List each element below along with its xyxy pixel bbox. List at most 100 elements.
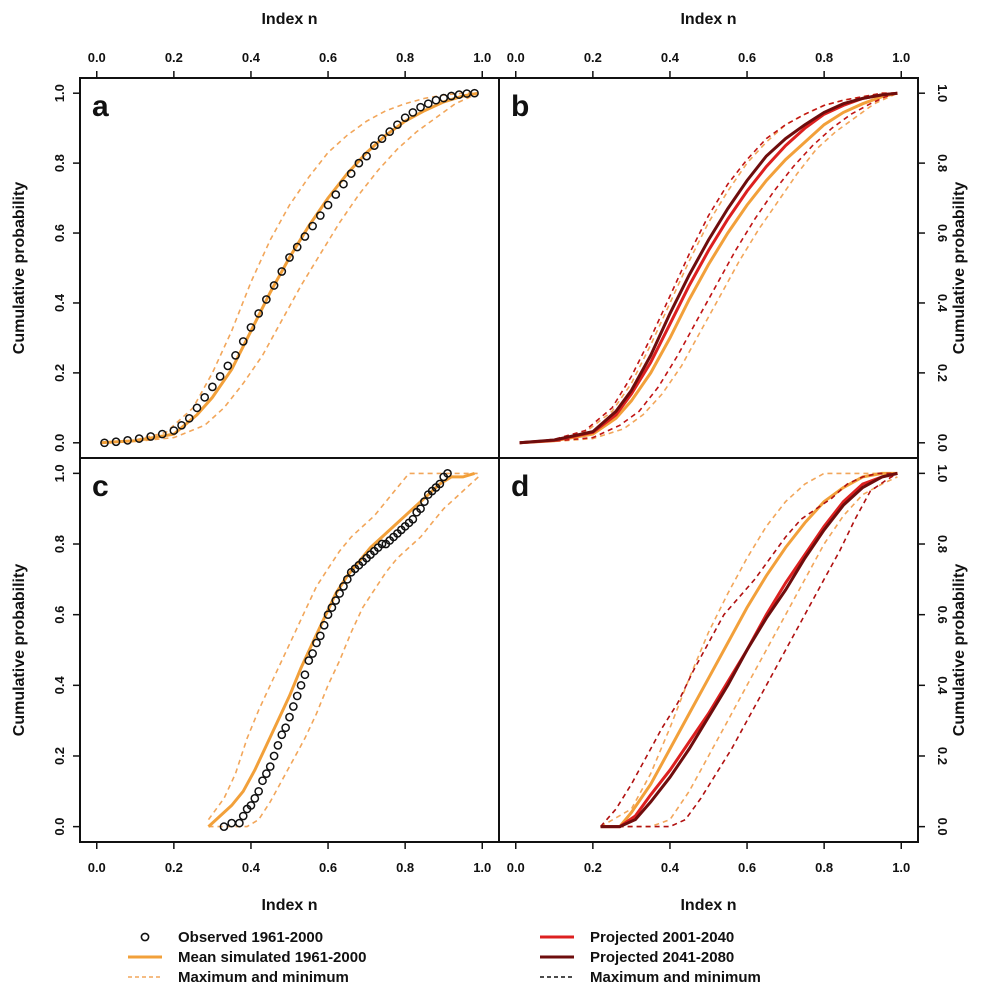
series-mean-simulated-1961-2000-line [519, 91, 898, 445]
y-tick-label: 0.2 [52, 364, 67, 382]
series-maximum-and-minimum-line [600, 472, 898, 828]
observed-point [269, 751, 279, 761]
observed-point [219, 822, 229, 831]
panel-a: a 0.0 0.2 0.4 0.6 0.8 1.0 0.0 0.2 0.4 0.6 0.8 1.0 Ind… [11, 11, 500, 459]
observed-point [331, 596, 341, 605]
series-mean-simulated-1961-2000-line [600, 471, 898, 829]
observed-point [277, 267, 287, 276]
x-tick-label: 0.8 [815, 50, 833, 65]
series-maximum-and-minimum-line [519, 92, 898, 444]
series-observed-1961-2000 [219, 469, 452, 831]
x-tick-label: 0.0 [507, 860, 525, 875]
observed-point [339, 179, 348, 189]
panel-c: c 0.0 0.2 0.4 0.6 0.8 1.0 0.0 0.2 0.4 0.6 0.8 1.0 Ind… [11, 457, 500, 914]
observed-point [346, 169, 356, 178]
observed-point [416, 504, 425, 514]
y-tick-label: 0.6 [52, 606, 67, 624]
legend-label: Maximum and minimum [178, 969, 349, 986]
observed-point [393, 120, 402, 130]
observed-point [296, 680, 306, 690]
observed-point [323, 200, 333, 210]
observed-point [315, 631, 325, 641]
x-tick-label: 0.0 [88, 860, 106, 875]
observed-point [254, 786, 264, 796]
observed-point [281, 723, 290, 733]
observed-point [377, 539, 387, 549]
observed-point [431, 95, 441, 105]
x-tick-label: 0.2 [165, 860, 183, 875]
observed-point [443, 469, 452, 478]
y-tick-label: 1.0 [935, 464, 950, 482]
y-axis-label: Cumulative probability [951, 182, 968, 355]
observed-point [246, 323, 256, 332]
x-tick-label: 0.4 [242, 860, 261, 875]
observed-point [408, 514, 418, 524]
observed-point [273, 741, 283, 750]
series-maximum-and-minimum-line [600, 476, 898, 828]
y-axis-label: Cumulative probability [11, 182, 28, 355]
observed-point [369, 141, 379, 150]
x-tick-label: 1.0 [892, 860, 910, 875]
series-projected-2041-2080-line [519, 91, 898, 445]
legend-label: Projected 2041-2080 [590, 949, 734, 966]
legend-label: Projected 2001-2040 [590, 929, 734, 946]
x-tick-label: 0.4 [242, 50, 261, 65]
observed-point [439, 93, 449, 103]
series-maximum-and-minimum-line [100, 92, 479, 444]
x-tick-label: 0.8 [396, 50, 414, 65]
x-tick-label: 0.0 [88, 50, 106, 65]
observed-point [146, 432, 156, 441]
legend: Observed 1961-2000 Mean simulated 1961-20… [128, 929, 761, 986]
series-projected-2001-2040-line [600, 471, 898, 829]
observed-point [200, 393, 210, 402]
y-tick-label: 0.6 [52, 224, 67, 242]
panel-letter: c [92, 470, 109, 503]
observed-point [235, 818, 244, 828]
y-tick-label: 0.8 [52, 535, 67, 553]
observed-point [377, 134, 387, 143]
x-tick-label: 0.4 [661, 860, 680, 875]
series-maximum-and-minimum-line [599, 472, 898, 828]
y-tick-label: 0.4 [935, 676, 950, 695]
series-mean-simulated-1961-2000-line [100, 91, 479, 445]
x-axis-label: Index n [261, 897, 317, 914]
x-tick-label: 0.8 [815, 860, 833, 875]
x-tick-label: 0.6 [738, 860, 756, 875]
legend-label: Mean simulated 1961-2000 [178, 949, 366, 966]
legend-label: Observed 1961-2000 [178, 929, 323, 946]
y-tick-label: 0.8 [935, 154, 950, 172]
y-tick-label: 0.2 [935, 364, 950, 382]
panel-letter: a [92, 90, 109, 123]
observed-point [300, 232, 310, 241]
observed-point [269, 281, 279, 290]
legend-item: Maximum and minimum [128, 969, 349, 986]
y-tick-label: 1.0 [52, 84, 67, 102]
observed-point [435, 479, 445, 489]
observed-point [323, 610, 333, 620]
legend-item: Projected 2001-2040 [540, 929, 734, 946]
series-mean-simulated-1961-2000-line [207, 471, 475, 828]
observed-point [250, 794, 260, 803]
x-axis-label: Index n [680, 11, 736, 28]
observed-point [335, 589, 344, 598]
x-tick-label: 0.8 [396, 860, 414, 875]
panel-d: d 0.0 0.2 0.4 0.6 0.8 1.0 0.0 0.2 0.4 0.6 0.8 1.0 Ind… [498, 457, 968, 914]
legend-right: Projected 2001-2040 Projected 2041-2080 Ma… [540, 929, 761, 986]
observed-point [227, 818, 237, 828]
x-tick-label: 0.4 [661, 50, 680, 65]
y-tick-label: 0.8 [52, 154, 67, 172]
y-axis-label: Cumulative probability [951, 564, 968, 737]
observed-point [362, 151, 371, 161]
x-tick-label: 0.6 [738, 50, 756, 65]
observed-point [246, 801, 256, 810]
observed-point [300, 670, 310, 680]
panel-b: b 0.0 0.2 0.4 0.6 0.8 1.0 0.0 0.2 0.4 0.6 0.8 1.0 Ind… [498, 11, 968, 459]
observed-point [223, 361, 233, 371]
series-maximum-and-minimum-line [208, 476, 479, 828]
observed-point [408, 108, 418, 117]
observed-point [327, 603, 337, 612]
observed-point [215, 372, 225, 381]
observed-point [285, 712, 294, 722]
observed-point [123, 436, 132, 445]
observed-point [208, 382, 217, 392]
